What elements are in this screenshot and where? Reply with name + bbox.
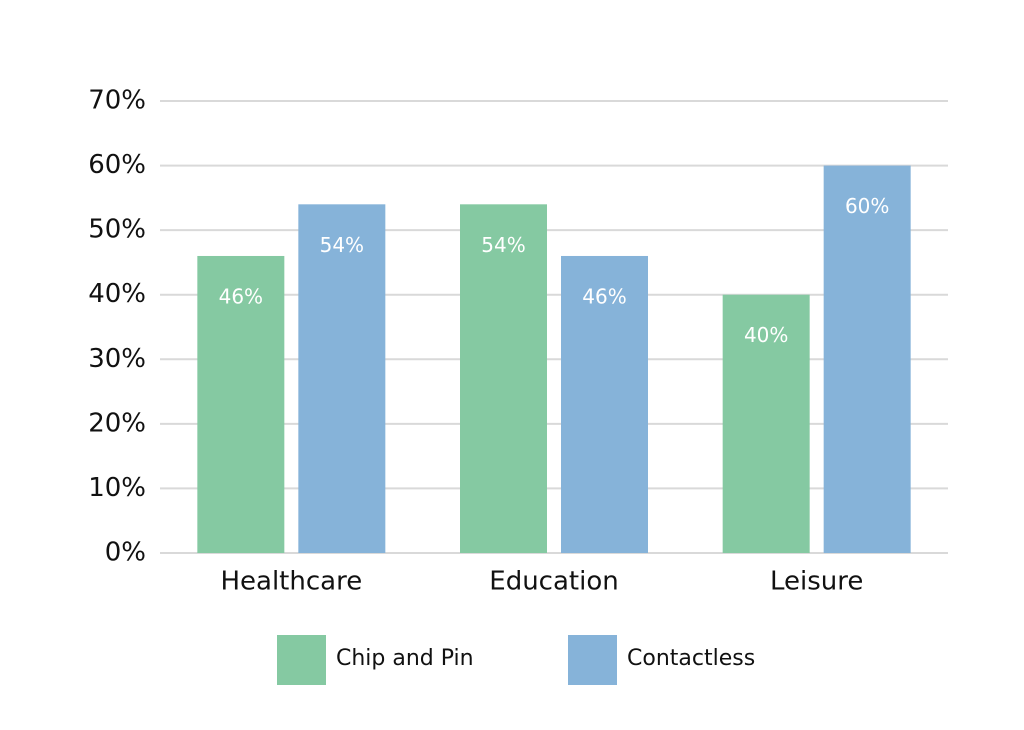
bar — [197, 255, 285, 553]
y-tick-label: 0% — [105, 538, 146, 568]
legend-label: Contactless — [627, 646, 755, 671]
legend-swatch — [277, 635, 326, 685]
bar — [722, 294, 810, 553]
y-tick-label: 40% — [88, 279, 146, 309]
bar — [823, 165, 911, 554]
value-label: 60% — [845, 194, 889, 218]
value-label: 46% — [582, 284, 626, 308]
x-tick-label: Healthcare — [220, 567, 362, 597]
bar — [561, 255, 648, 553]
y-tick-label: 60% — [88, 150, 146, 180]
y-tick-label: 30% — [88, 344, 146, 374]
value-label: 54% — [320, 233, 364, 257]
value-label: 54% — [481, 233, 525, 257]
value-label: 40% — [744, 323, 788, 347]
bar — [460, 204, 547, 554]
legend-label: Chip and Pin — [336, 646, 474, 671]
y-tick-label: 10% — [88, 473, 146, 503]
x-tick-label: Leisure — [770, 567, 863, 597]
y-tick-label: 70% — [88, 86, 146, 116]
y-tick-label: 50% — [88, 215, 146, 245]
x-tick-label: Education — [489, 567, 618, 597]
value-label: 46% — [219, 284, 263, 308]
legend-swatch — [568, 635, 617, 685]
y-tick-label: 20% — [88, 408, 146, 438]
bar — [298, 204, 386, 554]
